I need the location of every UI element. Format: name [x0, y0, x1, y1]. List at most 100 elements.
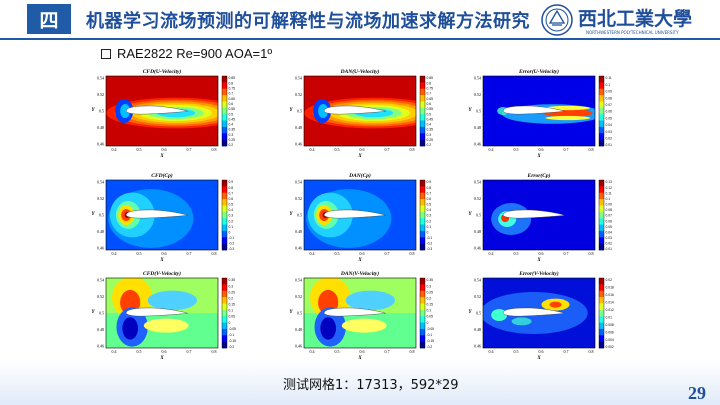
- colorbar-segment: [222, 284, 227, 292]
- colorbar-tick-label: 0.35: [427, 128, 434, 132]
- y-axis-label: Y: [468, 212, 472, 217]
- colorbar-tick-label: 0.75: [229, 87, 236, 91]
- y-tick-label: 0.48: [97, 327, 104, 332]
- y-tick-label: 0.54: [474, 76, 481, 81]
- x-axis-label: X: [536, 258, 541, 263]
- contour-panel: DAN(V-Velocity) 0.54 0.52 0.5 0.48 0.46 Y 0.4 0.…: [289, 270, 434, 361]
- y-axis-label: Y: [91, 310, 95, 315]
- case-subtitle: RAE2822 Re=900 AOA=1º: [101, 46, 272, 61]
- y-tick-label: 0.54: [295, 76, 302, 81]
- colorbar-tick-label: 0.05: [229, 315, 236, 319]
- x-tick-label: 0.7: [385, 147, 390, 152]
- x-tick-label: 0.5: [335, 251, 340, 256]
- colorbar-tick-label: 0.02: [606, 242, 613, 246]
- x-tick-label: 0.8: [589, 349, 594, 354]
- y-axis-label: Y: [468, 108, 472, 113]
- y-tick-label: 0.5: [476, 311, 481, 316]
- colorbar-tick-label: 0.05: [427, 315, 434, 319]
- colorbar-segment: [420, 192, 425, 200]
- colorbar-segment: [222, 297, 227, 304]
- colorbar-tick-label: 0.04: [606, 123, 613, 127]
- x-tick-label: 0.7: [564, 147, 569, 152]
- colorbar-tick-label: 0: [229, 230, 231, 234]
- colorbar-tick-label: 0.3: [427, 284, 432, 288]
- colorbar-tick-label: 0.7: [229, 191, 234, 195]
- colorbar-tick-label: -0.3: [229, 247, 235, 251]
- colorbar-tick-label: 0.01: [606, 143, 613, 147]
- colorbar-tick-label: -0.3: [427, 247, 433, 251]
- colorbar-tick-label: 0.15: [229, 303, 236, 307]
- contour-panel: Error(U-Velocity) 0.54 0.52 0.5 0.48 0.46 Y 0.4…: [468, 68, 613, 159]
- y-tick-label: 0.46: [295, 142, 302, 147]
- colorbar-segment: [222, 139, 227, 147]
- colorbar-segment: [599, 192, 604, 200]
- colorbar-tick-label: 0.3: [427, 133, 432, 137]
- x-tick-label: 0.4: [112, 251, 117, 256]
- panel-title: CFD(V-Velocity): [143, 270, 181, 277]
- y-tick-label: 0.54: [97, 76, 104, 81]
- colorbar-segment: [420, 237, 425, 244]
- x-tick-label: 0.5: [514, 349, 519, 354]
- colorbar-tick-label: 0.2: [229, 296, 234, 300]
- colorbar-segment: [599, 303, 604, 311]
- bottom-gradient: [0, 360, 720, 405]
- y-tick-label: 0.46: [97, 344, 104, 349]
- colorbar-segment: [420, 120, 425, 128]
- colorbar-segment: [420, 76, 425, 83]
- y-tick-label: 0.5: [476, 109, 481, 114]
- colorbar-tick-label: 0.9: [229, 180, 234, 184]
- colorbar-tick-label: 0.02: [606, 278, 613, 282]
- colorbar-tick-label: 0.016: [606, 293, 614, 297]
- colorbar-segment: [222, 211, 227, 219]
- colorbar-segment: [599, 297, 604, 304]
- y-tick-label: 0.52: [97, 294, 104, 299]
- y-tick-label: 0.48: [295, 125, 302, 130]
- colorbar-tick-label: 0.25: [427, 138, 434, 142]
- colorbar-segment: [599, 237, 604, 244]
- contour-panel: Error(V-Velocity) 0.54 0.52 0.5 0.48 0.46 Y 0.4…: [468, 270, 614, 361]
- x-axis-label: X: [536, 154, 541, 159]
- panel-title: DAN(Cp): [348, 172, 371, 179]
- x-tick-label: 0.4: [310, 251, 315, 256]
- colorbar-segment: [420, 218, 425, 225]
- mesh-caption: 测试网格1：17313，592*29: [283, 378, 459, 393]
- colorbar-segment: [420, 205, 425, 213]
- colorbar-segment: [420, 322, 425, 330]
- y-tick-label: 0.48: [474, 229, 481, 234]
- x-tick-label: 0.8: [212, 349, 217, 354]
- colorbar-tick-label: 0.6: [229, 197, 234, 201]
- colorbar-segment: [420, 180, 425, 187]
- colorbar-tick-label: 0.08: [606, 96, 613, 100]
- x-tick-label: 0.7: [187, 147, 192, 152]
- panel-title: Error(U-Velocity): [518, 68, 559, 75]
- colorbar-tick-label: 0.11: [606, 191, 612, 195]
- section-number-badge: 四: [27, 4, 71, 34]
- colorbar-tick-label: 0.35: [229, 278, 236, 282]
- colorbar-segment: [599, 95, 604, 102]
- y-tick-label: 0.52: [295, 92, 302, 97]
- y-tick-label: 0.54: [295, 180, 302, 185]
- contour-panel: CFD(V-Velocity) 0.54 0.52 0.5 0.48 0.46 Y 0.4 0.…: [91, 270, 237, 361]
- colorbar-segment: [222, 335, 227, 342]
- colorbar-tick-label: 0.25: [427, 290, 434, 294]
- colorbar-tick-label: 0.35: [229, 128, 236, 132]
- colorbar-tick-label: 0.03: [606, 130, 613, 134]
- colorbar-tick-label: 0.9: [427, 180, 432, 184]
- colorbar-segment: [599, 211, 604, 219]
- colorbar-tick-label: -0.15: [229, 339, 237, 343]
- colorbar-segment: [222, 126, 227, 134]
- colorbar-segment: [599, 205, 604, 213]
- panel-title: DAN(U-Velocity): [340, 68, 380, 75]
- colorbar-tick-label: 0.5: [229, 203, 234, 207]
- x-tick-label: 0.8: [589, 251, 594, 256]
- y-tick-label: 0.46: [474, 344, 481, 349]
- colorbar-tick-label: 0.1: [229, 225, 234, 229]
- colorbar-tick-label: 0.45: [229, 117, 236, 121]
- university-logo: 西北工業大學 NORTHWESTERN POLYTECHNICAL UNIVER…: [541, 4, 692, 36]
- colorbar-tick-label: 0.2: [427, 143, 432, 147]
- colorbar-segment: [599, 139, 604, 147]
- x-tick-label: 0.4: [310, 349, 315, 354]
- y-tick-label: 0.46: [295, 344, 302, 349]
